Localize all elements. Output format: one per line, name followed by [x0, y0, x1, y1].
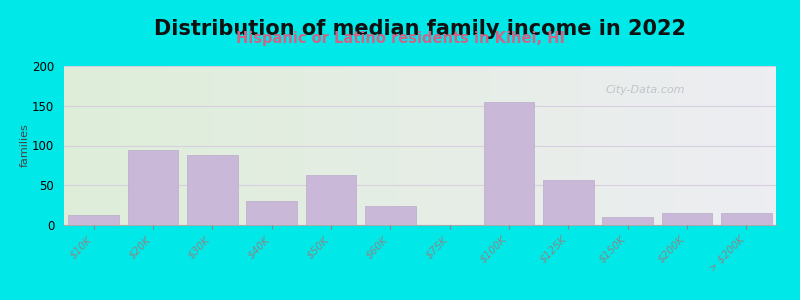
Bar [69, 215, 119, 225]
Bar [187, 155, 238, 225]
Bar [306, 175, 356, 225]
Text: City-Data.com: City-Data.com [605, 85, 685, 95]
Bar [365, 206, 415, 225]
Bar [602, 217, 653, 225]
Bar [246, 201, 297, 225]
Bar [662, 213, 712, 225]
Y-axis label: families: families [19, 124, 30, 167]
Title: Distribution of median family income in 2022: Distribution of median family income in … [154, 20, 686, 39]
Bar [128, 150, 178, 225]
Bar [543, 180, 594, 225]
Bar [484, 102, 534, 225]
Bar [721, 213, 771, 225]
Text: Hispanic or Latino residents in Kihei, HI: Hispanic or Latino residents in Kihei, H… [235, 32, 565, 46]
